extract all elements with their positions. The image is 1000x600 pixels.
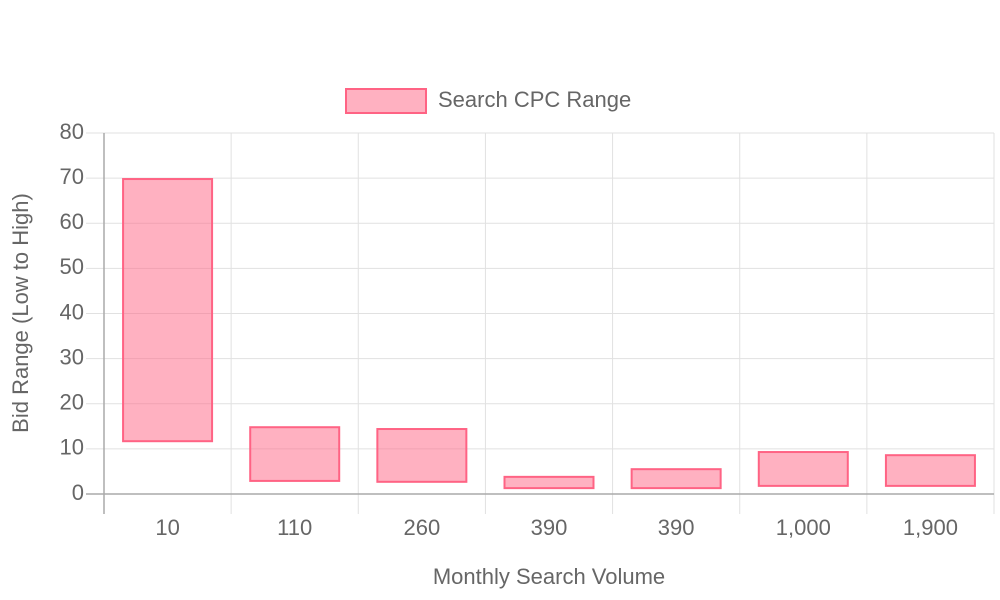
x-tick-label: 1,900 <box>903 515 958 540</box>
bar <box>122 178 214 443</box>
y-tick-label: 50 <box>60 254 84 279</box>
bar <box>884 454 976 487</box>
y-axis-title: Bid Range (Low to High) <box>8 193 33 433</box>
bar <box>249 426 341 482</box>
y-tick-label: 60 <box>60 209 84 234</box>
bar <box>503 475 595 490</box>
legend-swatch <box>345 88 427 114</box>
bar <box>630 468 722 490</box>
x-tick-label: 10 <box>155 515 179 540</box>
y-tick-label: 20 <box>60 390 84 415</box>
y-tick-label: 0 <box>72 480 84 505</box>
bar <box>757 451 849 487</box>
bar <box>376 428 468 483</box>
y-tick-label: 30 <box>60 344 84 369</box>
x-tick-label: 390 <box>658 515 695 540</box>
y-tick-label: 40 <box>60 299 84 324</box>
x-tick-label: 390 <box>531 515 568 540</box>
y-tick-label: 10 <box>60 435 84 460</box>
legend-label: Search CPC Range <box>438 87 631 112</box>
x-axis-title: Monthly Search Volume <box>433 564 665 589</box>
x-tick-label: 110 <box>277 515 312 540</box>
x-tick-label: 1,000 <box>776 515 831 540</box>
y-tick-label: 80 <box>60 119 84 144</box>
y-tick-label: 70 <box>60 164 84 189</box>
x-tick-label: 260 <box>403 515 440 540</box>
